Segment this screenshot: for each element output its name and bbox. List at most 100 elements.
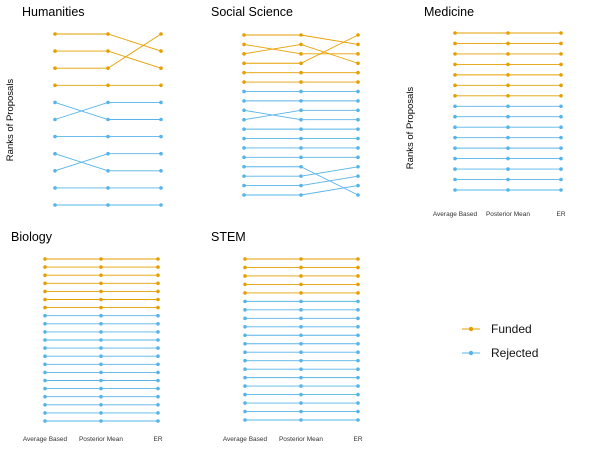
series-line <box>55 33 162 52</box>
data-point <box>356 333 360 338</box>
data-point <box>243 324 247 329</box>
data-point <box>243 375 247 380</box>
series-rejected-18 <box>243 401 360 405</box>
data-point <box>299 193 303 197</box>
data-point <box>156 362 160 367</box>
data-point <box>99 313 103 318</box>
data-point <box>559 156 563 161</box>
series-rejected-8 <box>43 313 160 318</box>
x-tick-label: Average Based <box>223 436 268 443</box>
data-point <box>243 367 247 371</box>
data-point <box>99 346 103 350</box>
data-point <box>53 203 57 207</box>
data-point <box>299 409 303 414</box>
series-funded-1 <box>43 257 160 261</box>
panel-title: Biology <box>11 230 53 244</box>
data-point <box>506 52 510 56</box>
data-point <box>43 313 47 318</box>
data-point <box>156 394 160 399</box>
series-rejected-8 <box>53 151 163 173</box>
y-axis-label: Ranks of Proposals <box>405 87 416 170</box>
series-rejected-17 <box>242 174 360 188</box>
series-rejected-11 <box>242 127 360 131</box>
data-point <box>506 41 510 46</box>
data-point <box>156 370 160 375</box>
panel-title: STEM <box>211 230 246 244</box>
data-point <box>156 386 160 391</box>
series-rejected-15 <box>243 375 360 380</box>
data-point <box>43 419 47 423</box>
series-rejected-17 <box>43 386 160 391</box>
data-point <box>299 61 303 66</box>
data-point <box>506 114 510 119</box>
data-point <box>506 135 510 140</box>
data-point <box>356 117 360 122</box>
data-point <box>99 362 103 367</box>
data-point <box>242 33 246 37</box>
series-rejected-16 <box>43 378 160 383</box>
data-point <box>356 299 360 304</box>
data-point <box>99 386 103 391</box>
series-rejected-9 <box>43 322 160 326</box>
data-point <box>106 203 110 207</box>
data-point <box>99 419 103 423</box>
data-point <box>453 31 457 35</box>
data-point <box>453 167 457 171</box>
series-rejected-13 <box>243 358 360 363</box>
data-point <box>43 322 47 326</box>
series-funded-2 <box>243 265 360 270</box>
data-point <box>43 346 47 350</box>
data-point <box>43 330 47 334</box>
series-rejected-20 <box>243 418 360 422</box>
data-point <box>43 338 47 342</box>
data-point <box>43 297 47 302</box>
series-line <box>55 50 162 69</box>
series-funded-2 <box>43 265 160 269</box>
data-point <box>53 83 57 88</box>
data-point <box>99 297 103 302</box>
data-point <box>242 52 246 56</box>
series-funded-6 <box>242 80 360 84</box>
legend-label-rejected: Rejected <box>491 346 538 360</box>
series-funded-5 <box>43 289 160 294</box>
data-point <box>299 282 303 287</box>
x-tick-label: Average Based <box>23 436 68 443</box>
data-point <box>156 313 160 318</box>
data-point <box>299 341 303 346</box>
data-point <box>243 384 247 388</box>
series-rejected-15 <box>43 370 160 375</box>
data-point <box>156 281 160 286</box>
series-line <box>244 166 359 196</box>
data-point <box>99 403 103 407</box>
series-funded-4 <box>43 281 160 286</box>
data-point <box>242 70 246 75</box>
data-point <box>356 282 360 287</box>
series-funded-3 <box>43 273 160 278</box>
series-funded-4 <box>453 62 563 67</box>
data-point <box>159 134 163 139</box>
x-tick-label: Posterior Mean <box>279 436 323 443</box>
series-line <box>54 153 161 172</box>
data-point <box>299 117 303 122</box>
data-point <box>156 322 160 326</box>
series-rejected-16 <box>243 384 360 388</box>
data-point <box>506 167 510 171</box>
data-point <box>356 367 360 371</box>
data-point <box>99 378 103 383</box>
data-point <box>156 289 160 294</box>
data-point <box>299 291 303 295</box>
data-point <box>243 401 247 405</box>
series-funded-3 <box>453 52 563 56</box>
data-point <box>559 177 563 182</box>
data-point <box>453 83 457 88</box>
data-point <box>299 375 303 380</box>
data-point <box>299 99 303 103</box>
data-point <box>99 257 103 261</box>
data-point <box>106 117 110 122</box>
data-point <box>453 104 457 109</box>
data-point <box>242 42 246 47</box>
data-point <box>243 308 247 312</box>
data-point <box>299 136 303 141</box>
data-point <box>43 289 47 294</box>
data-point <box>159 203 163 207</box>
